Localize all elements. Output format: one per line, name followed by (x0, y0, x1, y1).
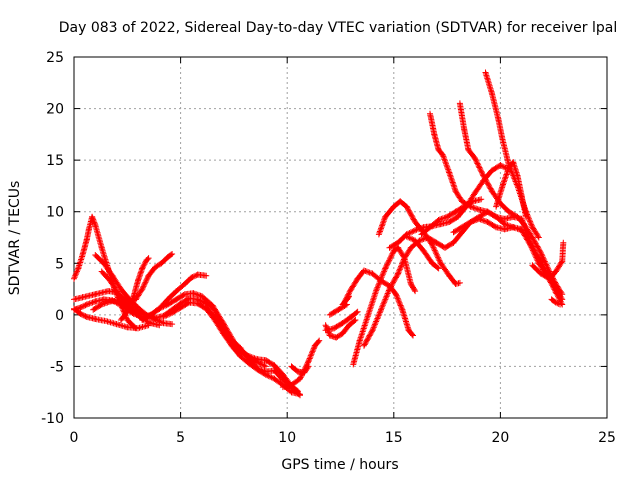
data-point-run (407, 280, 419, 295)
data-point-run (529, 224, 542, 241)
data-point-run (252, 358, 269, 370)
data-point-run (164, 251, 176, 261)
series-arc-23 (427, 110, 566, 303)
data-point-run (471, 177, 487, 197)
series-arc-08 (117, 255, 152, 323)
data-point-run (437, 260, 453, 279)
data-point-run (147, 320, 163, 329)
data-point-run (305, 342, 318, 365)
data-point-run (450, 229, 465, 246)
data-point-run (369, 306, 384, 334)
series-arc-18 (350, 244, 419, 368)
series-arc-09 (139, 271, 210, 323)
data-point-run (395, 255, 408, 277)
data-point-run (420, 247, 436, 267)
data-point-run (311, 337, 323, 349)
x-tick-label: 20 (491, 430, 509, 446)
x-axis-label: GPS time / hours (281, 457, 398, 473)
data-point-run (211, 313, 227, 334)
y-tick-label: 15 (46, 153, 64, 169)
data-point-run (301, 363, 312, 376)
series-arc-13 (288, 363, 312, 376)
data-point-run (559, 239, 567, 265)
data-point-run (527, 239, 542, 262)
series-arc-28 (493, 159, 529, 220)
data-point-run (143, 255, 152, 264)
series-arc-30 (548, 296, 564, 308)
plot-points (71, 69, 567, 399)
data-point-run (124, 317, 139, 332)
series-arc-16 (326, 301, 350, 318)
y-tick-label: 10 (46, 205, 64, 221)
data-point-run (346, 317, 359, 329)
plot-frame (73, 56, 608, 419)
y-tick-label: 0 (55, 308, 64, 324)
data-point-run (348, 308, 361, 320)
data-point-run (124, 293, 137, 315)
data-point-run (373, 265, 389, 293)
data-point-run (520, 221, 536, 241)
series-arc-21 (375, 198, 463, 287)
y-tick-label: 25 (46, 50, 64, 66)
data-point-run (335, 301, 350, 313)
series-arc-15 (322, 308, 361, 334)
y-tick-label: 5 (55, 256, 64, 272)
x-tick-label: 5 (176, 430, 185, 446)
data-point-run (100, 260, 116, 279)
series-arc-31 (339, 293, 352, 308)
x-tick-label: 10 (278, 430, 296, 446)
x-tick-label: 15 (385, 430, 403, 446)
x-tick-label: 0 (70, 430, 79, 446)
data-point-run (518, 193, 529, 220)
data-point-run (552, 286, 566, 303)
x-tick-label: 25 (598, 430, 616, 446)
data-point-run (288, 389, 303, 398)
data-point-run (378, 286, 393, 313)
data-point-run (412, 237, 427, 254)
series-arc-03 (71, 305, 152, 332)
x-tick-labels: 0 5 10 15 20 25 (70, 430, 616, 446)
data-point-run (382, 203, 397, 220)
data-point-run (392, 291, 406, 313)
data-point-run (552, 280, 566, 298)
data-point-run (510, 224, 525, 233)
data-point-run (220, 327, 235, 347)
y-axis-label: SDTVAR / TECUs (7, 181, 23, 296)
y-tick-label: 20 (46, 102, 64, 118)
data-point-run (107, 277, 122, 298)
data-point-run (552, 299, 564, 308)
data-point-run (386, 270, 402, 293)
data-point-run (382, 247, 397, 272)
chart-title: Day 083 of 2022, Sidereal Day-to-day VTE… (59, 20, 617, 36)
data-point-run (535, 255, 551, 277)
y-tick-labels: -10 -5 0 5 10 15 20 25 (41, 50, 64, 427)
series-arc-29 (529, 239, 567, 282)
data-point-run (537, 250, 553, 275)
data-point-run (194, 271, 210, 279)
data-point-run (109, 272, 124, 293)
data-point-run (469, 196, 485, 205)
data-point-run (480, 172, 495, 195)
y-tick-label: -5 (50, 359, 64, 375)
data-point-run (117, 286, 133, 303)
series-arc-26 (418, 196, 485, 238)
data-point-run (471, 155, 487, 179)
data-point-run (343, 293, 352, 303)
data-point-run (405, 327, 416, 339)
data-point-run (429, 260, 442, 272)
data-point-run (403, 203, 419, 225)
data-point-run (139, 272, 152, 293)
data-point-run (452, 279, 463, 287)
data-point-run (429, 241, 444, 267)
data-point-run (529, 234, 544, 256)
series-arc-22 (403, 233, 442, 272)
data-point-run (160, 320, 176, 328)
y-tick-label: -10 (41, 411, 64, 427)
data-point-run (375, 213, 389, 238)
data-point-run (361, 327, 376, 349)
series-arc-27 (450, 215, 525, 236)
